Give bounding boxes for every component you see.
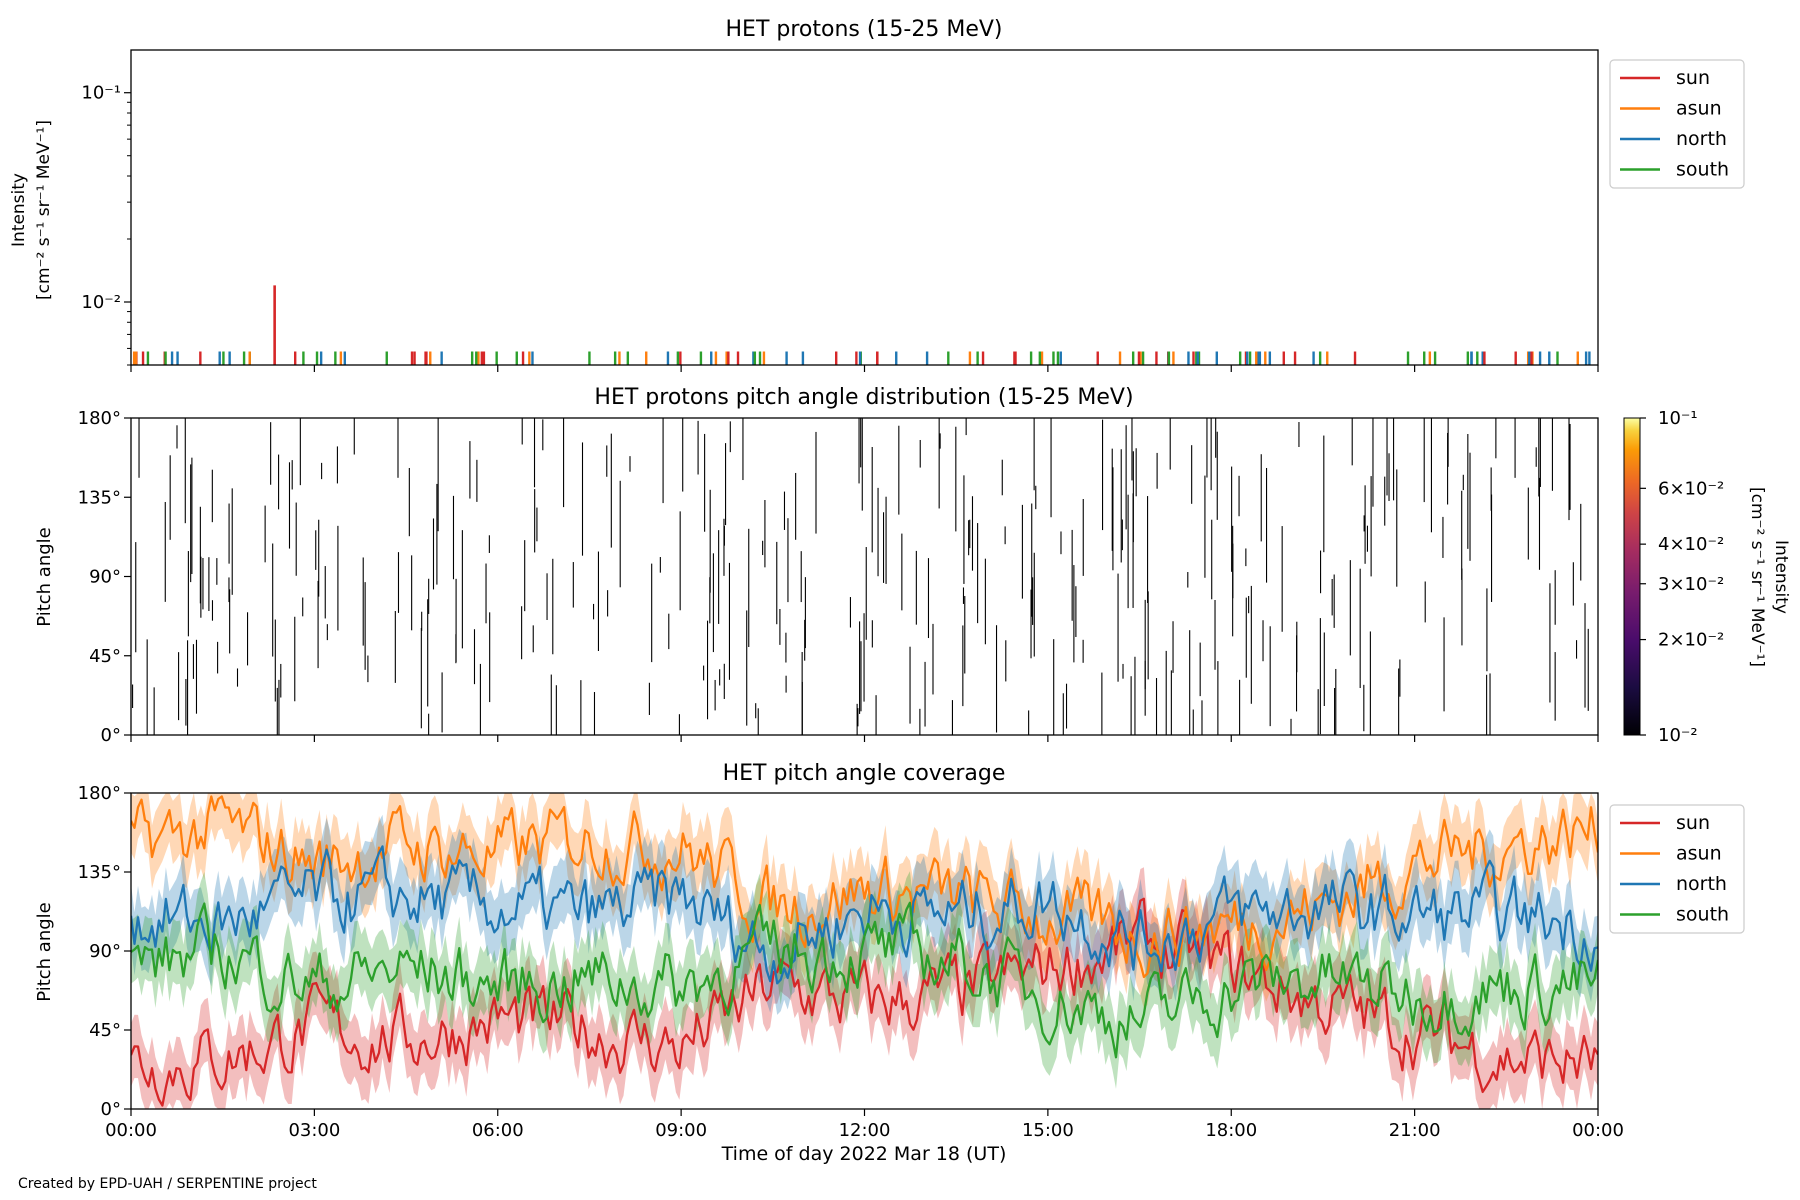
panel2-title: HET protons pitch angle distribution (15… [594,385,1133,410]
panel1-marks [132,285,1591,365]
panel1-title: HET protons (15-25 MeV) [726,17,1003,42]
y-tick-label: 45° [89,1020,121,1041]
x-tick-label: 00:00 [105,1120,157,1141]
y-tick-label: 90° [89,941,121,962]
panel2-ylabel: Pitch angle [34,527,55,626]
panel1-y-ticks: 10⁻² 10⁻¹ [81,83,131,366]
y-tick-label: 10⁻² [81,292,121,313]
x-tick-label: 09:00 [655,1120,707,1141]
panel3-legend: sun asun north south [1609,804,1745,934]
panel1-ylabel-line2: [cm⁻² s⁻¹ sr⁻¹ MeV⁻¹] [34,120,54,300]
y-tick-label: 135° [78,487,121,508]
panel1-ylabel-line1: Intensity [9,173,29,247]
panel-pitch-angle-distribution: HET protons pitch angle distribution (15… [34,385,1791,746]
colorbar-tick-label: 6×10⁻² [1658,478,1724,499]
x-tick-label: 00:00 [1572,1120,1624,1141]
panel3-marks [131,793,1598,1109]
legend-label-sun: sun [1676,812,1710,834]
colorbar-ticks: 10⁻² 2×10⁻² 3×10⁻² 4×10⁻² 6×10⁻² 10⁻¹ [1640,408,1724,746]
panel1-x-ticks [130,365,1599,372]
y-tick-label: 0° [101,725,121,746]
panel3-ylabel: Pitch angle [34,902,55,1001]
line-sun [131,897,1598,1107]
band-north [131,814,1598,1015]
colorbar-tick-label: 4×10⁻² [1658,534,1724,555]
band-sun [131,867,1598,1109]
y-tick-label: 0° [101,1099,121,1120]
y-tick-label: 10⁻¹ [81,83,121,104]
colorbar-tick-label: 2×10⁻² [1658,630,1724,651]
panel2-marks [132,418,1589,735]
colorbar-tick-label: 3×10⁻² [1658,574,1724,595]
y-tick-label: 90° [89,567,121,588]
legend-box [1609,59,1745,189]
x-axis-label: Time of day 2022 Mar 18 (UT) [721,1143,1007,1165]
panel2-y-ticks: 0° 45° 90° 135° 180° [78,408,131,746]
legend-label-asun: asun [1676,98,1722,120]
panel3-y-ticks: 0° 45° 90° 135° 180° [78,783,131,1120]
colorbar-tick-label: 10⁻² [1658,725,1698,746]
y-tick-label: 180° [78,408,121,429]
legend-label-south: south [1676,159,1729,181]
band-south [131,871,1598,1089]
colorbar-tick-label: 10⁻¹ [1658,408,1698,429]
colorbar-label-line2: [cm⁻² s⁻¹ sr⁻¹ MeV⁻¹] [1747,487,1767,667]
credit-text: Created by EPD-UAH / SERPENTINE project [18,1176,317,1192]
y-tick-label: 45° [89,646,121,667]
panel-intensity: HET protons (15-25 MeV) 10⁻² 10⁻¹ Intensi… [9,17,1745,372]
x-tick-label: 15:00 [1022,1120,1074,1141]
x-tick-label: 21:00 [1389,1120,1441,1141]
legend-label-north: north [1676,128,1727,150]
line-asun [131,795,1598,979]
panel1-frame [130,49,1599,366]
y-tick-label: 180° [78,783,121,804]
panel1-legend: sun asun north south [1609,59,1745,189]
x-tick-label: 12:00 [839,1120,891,1141]
legend-label-north: north [1676,873,1727,895]
x-tick-label: 03:00 [288,1120,340,1141]
panel-pitch-angle-coverage: HET pitch angle coverage 0° 45° 90° 135° 180… [34,761,1745,1165]
legend-box [1609,804,1745,934]
panel3-x-ticks: 00:00 03:00 06:00 09:00 12:00 15:00 18:00 21:00… [105,1109,1624,1141]
x-tick-label: 06:00 [472,1120,524,1141]
colorbar-label-line1: Intensity [1771,540,1791,614]
legend-label-asun: asun [1676,843,1722,865]
panel3-title: HET pitch angle coverage [723,761,1006,786]
x-tick-label: 18:00 [1205,1120,1257,1141]
y-tick-label: 135° [78,862,121,883]
legend-label-sun: sun [1676,67,1710,89]
band-asun [131,793,1598,1009]
panel2-x-ticks [130,735,1599,742]
line-south [131,901,1598,1059]
legend-label-south: south [1676,904,1729,926]
colorbar [1623,417,1641,736]
